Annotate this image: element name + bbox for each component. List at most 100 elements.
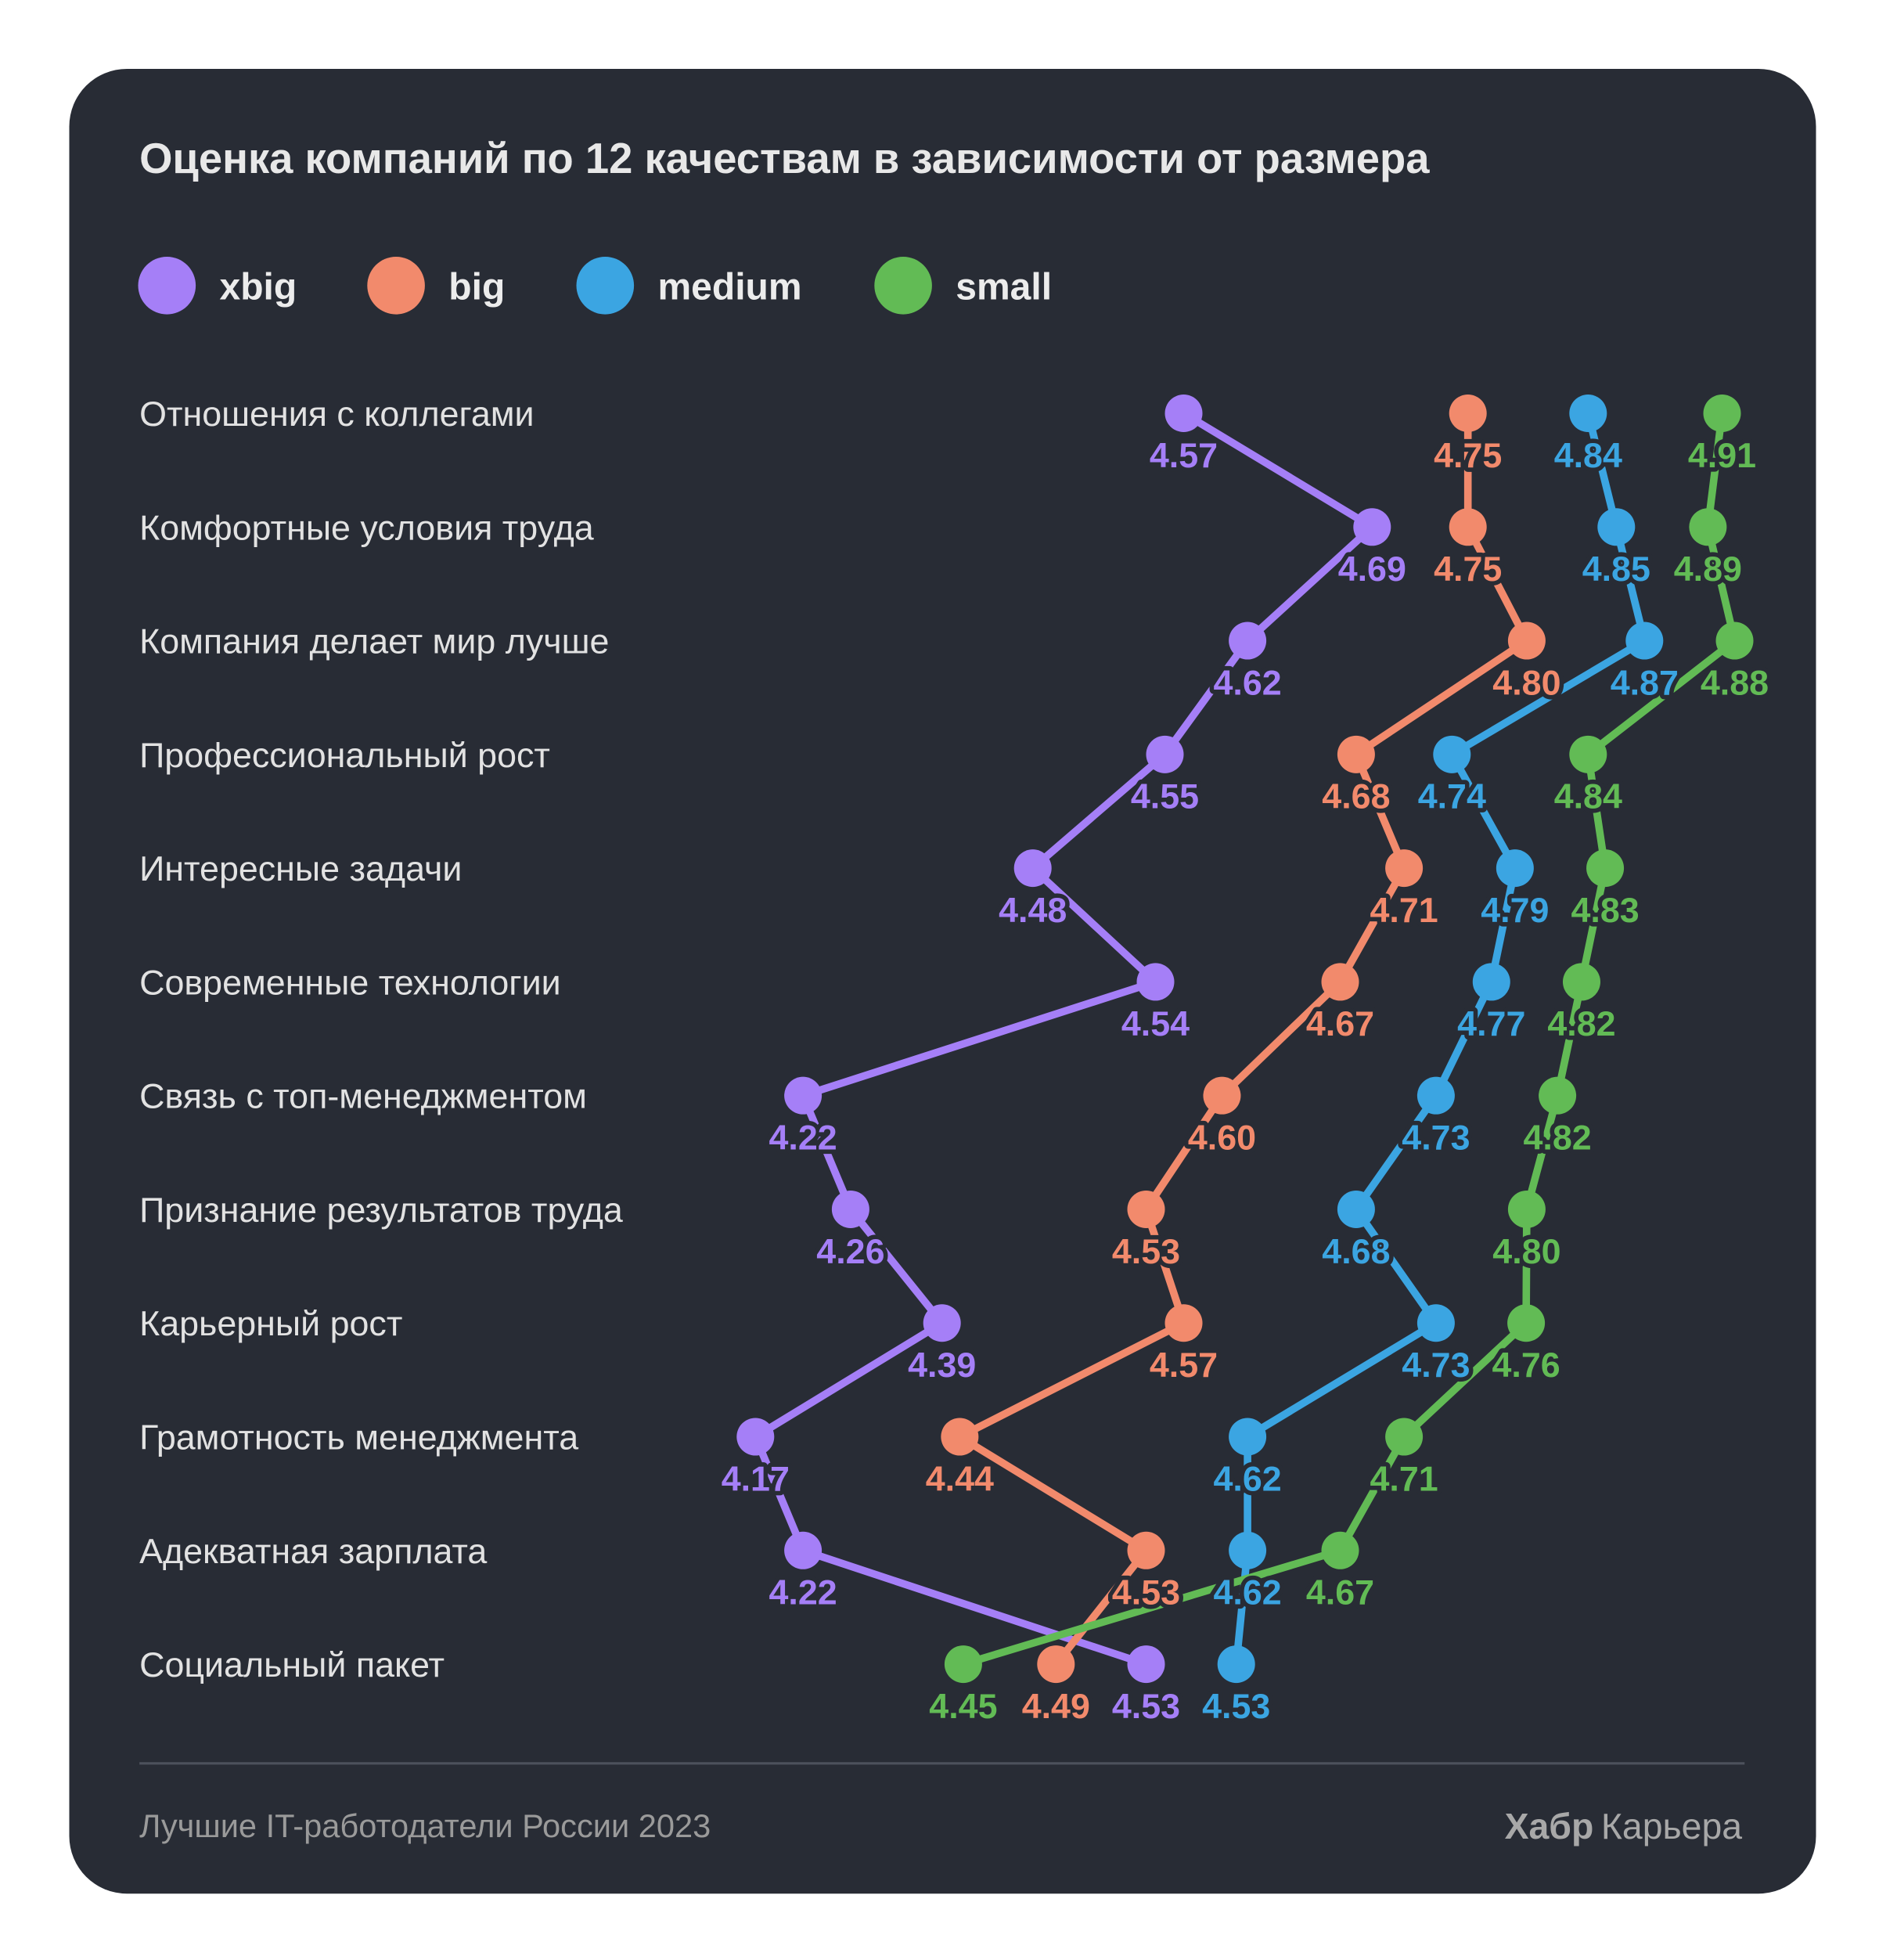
value-label-small: 4.67	[1306, 1573, 1374, 1612]
value-label-xbig: 4.53	[1112, 1687, 1180, 1726]
series-line-medium	[1232, 412, 1649, 1665]
value-label-small: 4.76	[1492, 1346, 1560, 1385]
point-small	[1507, 1190, 1546, 1228]
point-medium	[1229, 1418, 1267, 1456]
legend-label-xbig: xbig	[220, 266, 297, 308]
point-big	[1449, 395, 1487, 432]
value-label-medium: 4.87	[1611, 663, 1679, 702]
value-label-big: 4.75	[1434, 436, 1502, 475]
point-small	[1321, 1531, 1359, 1569]
category-label: Современные технологии	[139, 963, 561, 1002]
point-medium	[1229, 1531, 1267, 1569]
value-label-medium: 4.77	[1457, 1004, 1525, 1043]
value-label-small: 4.89	[1674, 549, 1742, 589]
value-label-xbig: 4.22	[769, 1118, 837, 1157]
value-label-medium: 4.74	[1418, 777, 1486, 816]
value-label-medium: 4.73	[1402, 1118, 1470, 1157]
value-label-big: 4.60	[1188, 1118, 1256, 1157]
value-label-big: 4.53	[1112, 1573, 1180, 1612]
data-labels: 4.57 4.69 4.62 4.55 4.48 4.54 4.22 4.26 4.39 4.17…	[717, 431, 1773, 1730]
value-label-medium: 4.62	[1213, 1573, 1281, 1612]
legend-label-big: big	[448, 266, 505, 308]
legend-marker-medium	[576, 257, 635, 315]
legend: xbig big medium small	[138, 257, 1052, 315]
point-small	[1562, 963, 1600, 1001]
point-xbig	[1353, 508, 1391, 546]
point-big	[1385, 849, 1424, 888]
category-label: Интересные задачи	[139, 849, 462, 888]
point-medium	[1472, 963, 1510, 1001]
point-small	[1385, 1418, 1424, 1456]
value-label-medium: 4.73	[1402, 1346, 1470, 1385]
value-label-small: 4.71	[1370, 1459, 1438, 1498]
point-big	[1449, 508, 1487, 546]
value-label-big: 4.53	[1112, 1232, 1180, 1271]
category-label: Карьерный рост	[139, 1304, 402, 1343]
point-medium	[1416, 1076, 1455, 1115]
value-label-small: 4.82	[1547, 1004, 1615, 1043]
point-xbig	[736, 1418, 775, 1456]
point-medium	[1625, 622, 1664, 660]
point-big	[1127, 1190, 1165, 1228]
value-label-xbig: 4.22	[769, 1573, 837, 1612]
value-label-xbig: 4.55	[1131, 777, 1199, 816]
point-small	[1689, 508, 1727, 546]
point-xbig	[831, 1190, 869, 1228]
point-small	[944, 1645, 982, 1684]
category-label: Профессиональный рост	[139, 736, 550, 775]
point-xbig	[1127, 1645, 1165, 1684]
value-label-small: 4.82	[1523, 1118, 1591, 1157]
point-medium	[1337, 1190, 1375, 1228]
value-label-xbig: 4.54	[1121, 1004, 1190, 1043]
point-small	[1507, 1304, 1546, 1342]
point-xbig	[923, 1304, 961, 1342]
value-label-small: 4.80	[1492, 1232, 1560, 1271]
point-big	[1127, 1531, 1165, 1569]
value-label-xbig: 4.26	[816, 1232, 884, 1271]
category-label: Комфортные условия труда	[139, 508, 594, 547]
legend-marker-big	[367, 257, 425, 315]
category-label: Адекватная зарплата	[139, 1532, 487, 1571]
value-label-small: 4.88	[1701, 663, 1769, 702]
category-label: Признание результатов труда	[139, 1191, 623, 1230]
point-big	[1337, 735, 1375, 773]
series-line-big	[956, 413, 1531, 1667]
value-label-medium: 4.84	[1554, 436, 1622, 475]
legend-marker-small	[874, 257, 932, 315]
point-xbig	[1013, 849, 1052, 888]
point-big	[941, 1418, 979, 1456]
footer-brand: Хабр Карьера	[1505, 1806, 1743, 1847]
value-label-xbig: 4.57	[1150, 436, 1218, 475]
category-label: Грамотность менеджмента	[139, 1418, 578, 1457]
value-label-small: 4.84	[1554, 777, 1622, 816]
value-label-medium: 4.79	[1481, 891, 1549, 930]
point-small	[1715, 622, 1754, 660]
value-label-xbig: 4.17	[722, 1459, 790, 1498]
value-label-big: 4.57	[1150, 1346, 1218, 1385]
category-labels: Отношения с коллегами Комфортные условия …	[139, 395, 623, 1684]
point-big	[1037, 1645, 1075, 1684]
value-label-xbig: 4.48	[999, 891, 1067, 930]
point-medium	[1496, 849, 1534, 888]
value-label-big: 4.71	[1370, 891, 1438, 930]
value-label-big: 4.80	[1492, 663, 1560, 702]
value-label-xbig: 4.62	[1213, 663, 1281, 702]
category-label: Социальный пакет	[139, 1645, 445, 1684]
value-label-medium: 4.62	[1213, 1459, 1281, 1498]
legend-marker-xbig	[138, 257, 196, 315]
point-small	[1586, 849, 1625, 888]
point-small	[1569, 735, 1607, 773]
point-xbig	[784, 1531, 823, 1569]
point-big	[1164, 1304, 1203, 1342]
brand-bold: Хабр	[1505, 1806, 1594, 1847]
point-big	[1321, 963, 1359, 1001]
point-xbig	[1146, 735, 1184, 773]
series-line-xbig	[751, 409, 1377, 1668]
point-xbig	[1136, 963, 1175, 1001]
brand-rest: Карьера	[1601, 1806, 1742, 1847]
point-xbig	[1229, 622, 1267, 660]
value-label-big: 4.67	[1306, 1004, 1374, 1043]
point-medium	[1416, 1304, 1455, 1342]
value-label-small: 4.83	[1571, 891, 1639, 930]
